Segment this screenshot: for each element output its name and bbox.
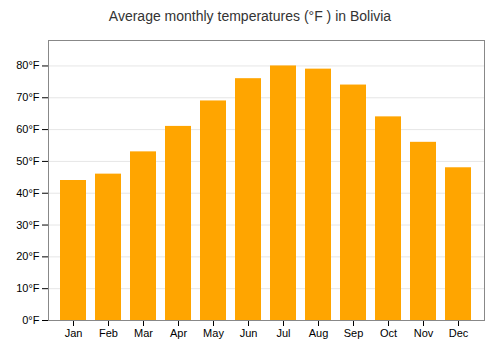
svg-text:Jul: Jul: [276, 327, 290, 339]
svg-text:May: May: [203, 327, 224, 339]
svg-text:60°F: 60°F: [16, 123, 40, 135]
svg-text:50°F: 50°F: [16, 155, 40, 167]
svg-text:Mar: Mar: [134, 327, 153, 339]
svg-text:40°F: 40°F: [16, 187, 40, 199]
svg-text:20°F: 20°F: [16, 250, 40, 262]
svg-text:Sep: Sep: [344, 327, 364, 339]
svg-text:0°F: 0°F: [22, 314, 40, 326]
svg-text:Aug: Aug: [309, 327, 329, 339]
svg-text:Jun: Jun: [240, 327, 258, 339]
svg-text:Jan: Jan: [65, 327, 83, 339]
svg-text:80°F: 80°F: [16, 59, 40, 71]
svg-text:Dec: Dec: [449, 327, 469, 339]
svg-text:70°F: 70°F: [16, 91, 40, 103]
svg-text:Nov: Nov: [414, 327, 434, 339]
html-text:Average monthly temperatures (: Average monthly temperatures (°F ) in Bo…: [108, 8, 392, 24]
svg-text:Apr: Apr: [170, 327, 187, 339]
svg-text:10°F: 10°F: [16, 282, 40, 294]
svg-text:Feb: Feb: [99, 327, 118, 339]
svg-text:30°F: 30°F: [16, 219, 40, 231]
svg-text:Oct: Oct: [380, 327, 397, 339]
